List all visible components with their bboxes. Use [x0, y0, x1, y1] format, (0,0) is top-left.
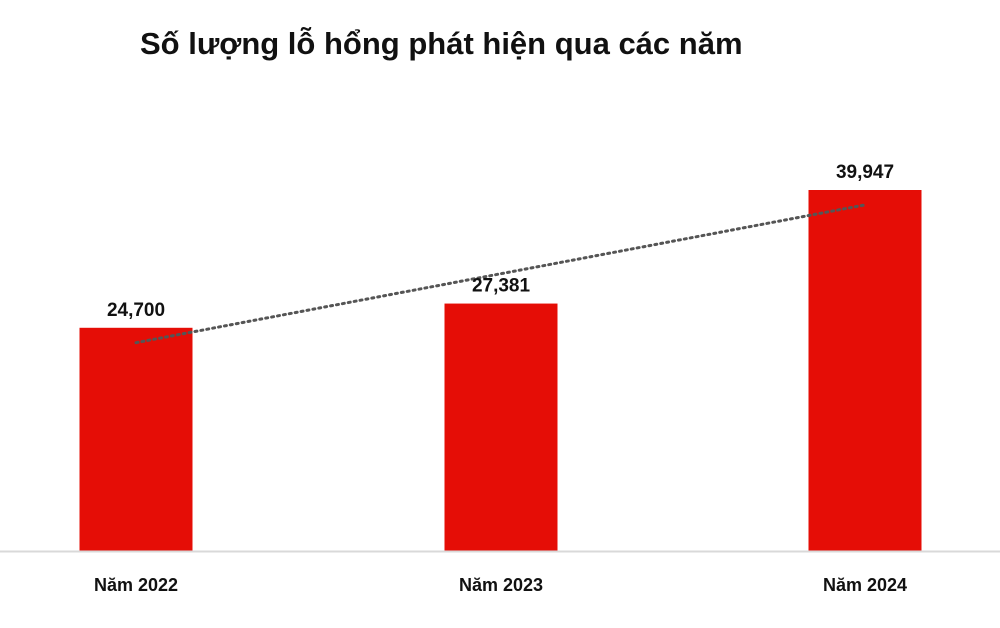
- bars-layer: [79, 190, 922, 551]
- bar-1: [444, 303, 558, 551]
- data-label-1: 27,381: [472, 276, 531, 297]
- trendline: [134, 203, 867, 345]
- data-labels-layer: 24,700 27,381 39,947: [107, 162, 894, 321]
- data-label-2: 39,947: [836, 162, 894, 183]
- x-tick-label-1: Năm 2023: [459, 575, 543, 595]
- trendline-layer: [134, 203, 867, 345]
- x-tick-label-0: Năm 2022: [94, 575, 178, 595]
- x-tick-labels-layer: Năm 2022 Năm 2023 Năm 2024: [94, 575, 907, 595]
- bar-0: [79, 327, 193, 551]
- data-label-0: 24,700: [107, 300, 165, 321]
- chart-title: Số lượng lỗ hổng phát hiện qua các năm: [140, 26, 743, 61]
- bar-2: [808, 190, 922, 551]
- x-tick-label-2: Năm 2024: [823, 575, 907, 595]
